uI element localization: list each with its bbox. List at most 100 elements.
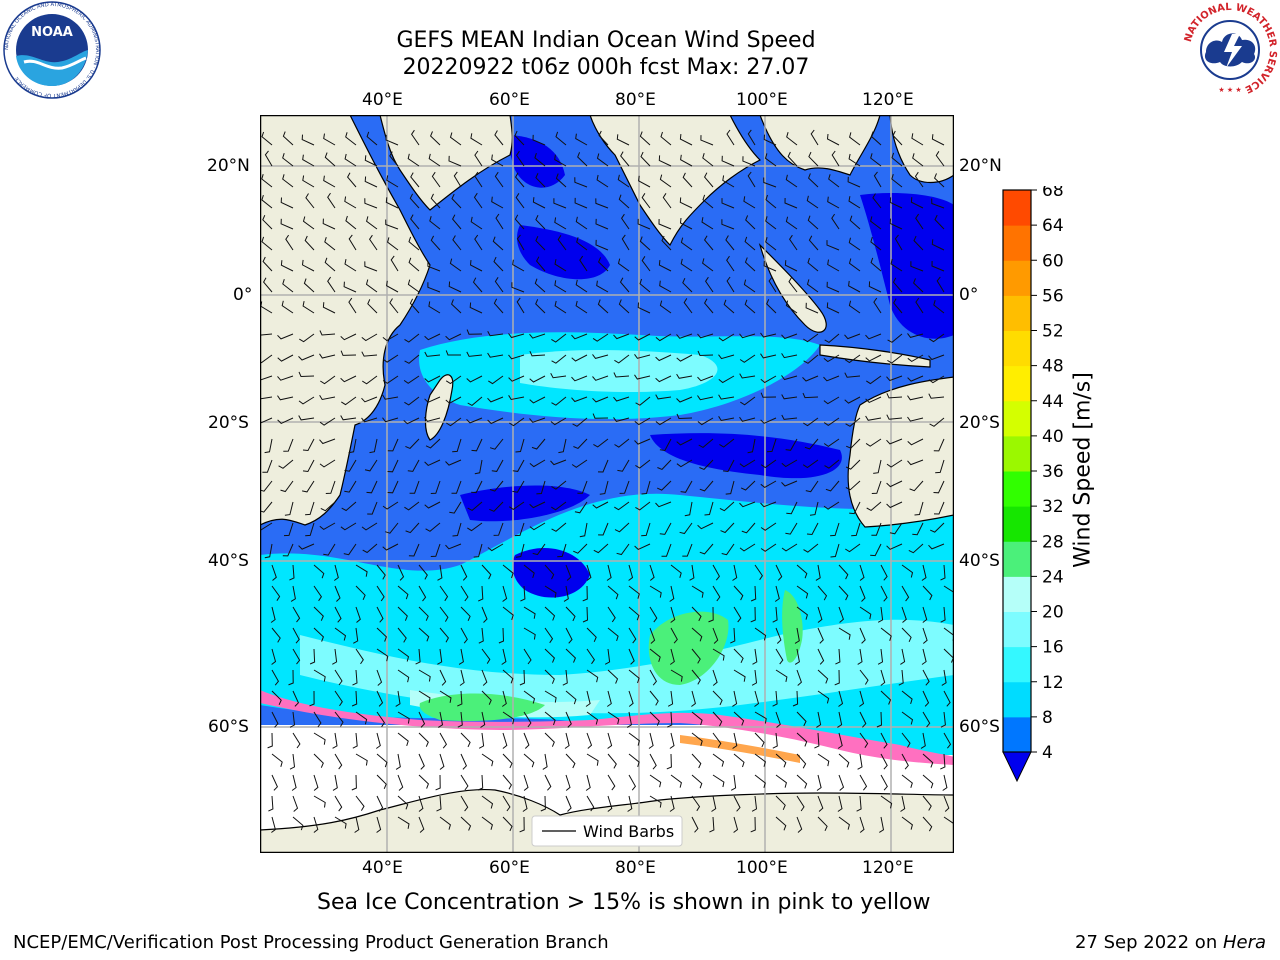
wind-barb [502,564,514,579]
wind-barb [698,438,714,449]
wind-barb [502,753,513,769]
wind-barb [508,333,525,339]
wind-barb [635,501,651,511]
wind-barb [575,216,588,230]
wind-barb [502,795,511,812]
title-line-2: 20220922 t06z 000h fcst Max: 27.07 [402,55,810,80]
wind-barb [907,395,924,401]
wind-barb [699,543,714,555]
wind-barb [641,480,651,495]
wind-barb [859,690,865,707]
wind-barb [430,480,441,494]
wind-barb [579,522,588,538]
wind-barb [712,669,718,686]
wind-barb [313,732,326,745]
wind-barb [691,795,701,812]
lat-label-right-0: 0° [959,285,979,305]
wind-barb [857,753,863,770]
wind-barb [557,235,567,251]
wind-barb [760,332,777,338]
wind-barb [823,501,840,510]
wind-barb [575,133,588,146]
wind-barb [720,522,735,534]
wind-barb [397,627,407,643]
wind-barb [943,795,950,812]
wind-barb [639,236,651,251]
wind-barb [343,281,357,293]
wind-barb [670,669,683,682]
wind-barb [319,459,336,468]
wind-barb [940,711,946,728]
wind-barb [740,396,756,406]
wind-barb [718,416,735,422]
wind-barb [922,711,931,728]
wind-barb [655,501,672,508]
wind-barb [418,690,431,703]
wind-barb [747,129,756,146]
colorbar-tick-label: 48 [1042,357,1064,377]
wind-barb [619,277,630,293]
colorbar-tick-label: 16 [1042,638,1064,658]
wind-barb [298,543,315,550]
wind-barb [382,354,399,363]
wind-barb [376,732,381,749]
wind-barb [491,154,504,167]
wind-barb [616,134,630,146]
wind-barb [437,564,443,581]
wind-barb [702,153,714,167]
wind-barb [361,396,378,403]
wind-barb [807,215,819,230]
wind-barb [529,375,546,383]
wind-barb [817,816,828,832]
wind-barb [817,648,825,665]
wind-barb [574,501,588,514]
wind-barb [788,234,798,251]
wind-barb [628,774,637,791]
lat-label-left-20s: 20°S [208,413,249,433]
wind-barb [309,648,316,665]
wind-barb [345,132,357,146]
wind-barb [481,564,492,580]
wind-barb [264,150,273,167]
wind-barb [277,354,294,362]
wind-barb [340,333,357,341]
wind-barb [529,417,546,423]
wind-barb [750,585,757,602]
wind-barb [656,480,672,491]
wind-barb [614,354,630,364]
wind-barb [282,279,294,293]
wind-barb [292,606,301,623]
wind-barb [598,130,609,146]
wind-barb [641,256,651,272]
wind-barb [935,151,945,167]
colorbar-swatch [1003,330,1031,367]
wind-barb [641,522,651,537]
wind-barb [803,417,819,427]
wind-barb [838,774,845,791]
wind-barb [721,219,735,230]
wind-barb [901,816,913,830]
wind-barb [701,217,714,230]
wind-barb [604,648,611,665]
wind-barb [697,417,714,426]
wind-barb [670,606,676,623]
wind-barb [928,393,945,399]
wind-barb [409,480,420,494]
wind-barb [849,501,861,515]
wind-barb [267,732,273,749]
wind-barb [348,297,357,314]
wind-barb [523,627,536,640]
wind-barb [271,627,281,643]
wind-barb [679,197,693,209]
wind-barb [361,351,378,357]
wind-barb [721,198,735,209]
wind-barb [299,333,315,343]
wind-barb [451,480,462,494]
wind-barb [481,690,492,705]
wind-barb [726,129,735,146]
wind-barb [382,375,399,384]
wind-barb [909,480,924,492]
wind-barb [848,196,861,209]
wind-barb [817,627,824,644]
wind-barb [516,297,525,314]
